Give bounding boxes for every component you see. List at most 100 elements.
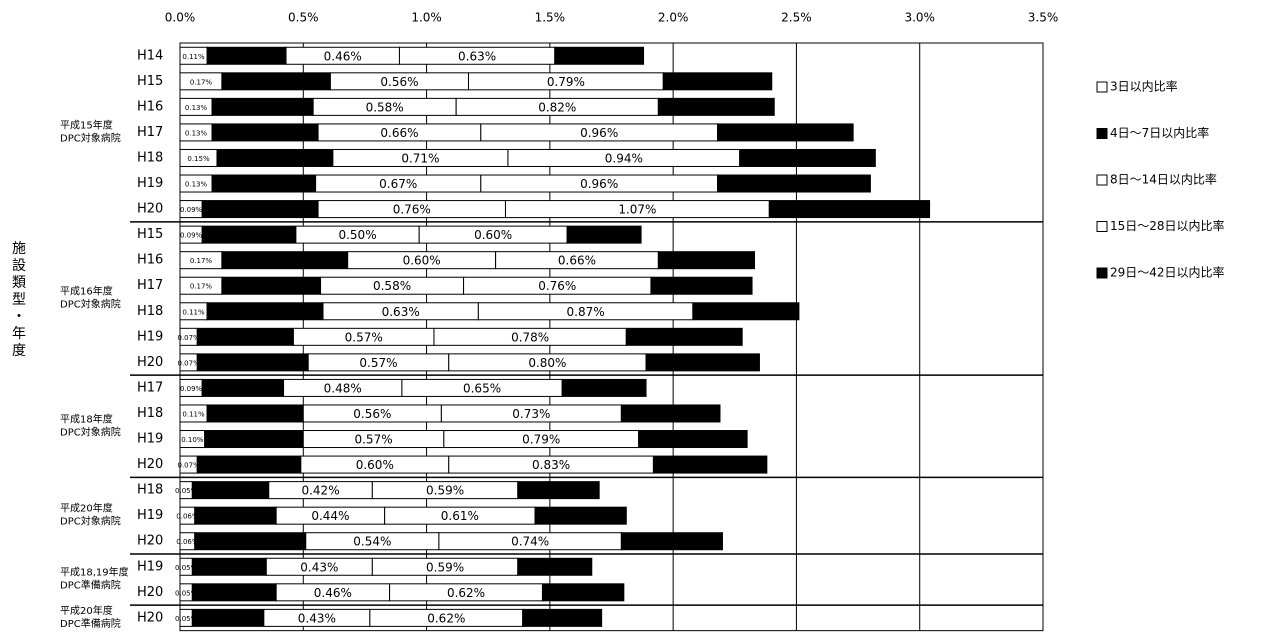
- x-tick-label: 3.5%: [1028, 11, 1059, 25]
- value-label: 0.42%: [301, 484, 339, 498]
- group-label: 平成20年度: [60, 502, 113, 515]
- value-label: 0.57%: [359, 356, 397, 370]
- group-label: DPC対象病院: [60, 131, 121, 144]
- row-label: H20: [137, 585, 163, 600]
- legend-swatch: [1096, 128, 1108, 139]
- value-label: 0.60%: [474, 228, 512, 242]
- axis-label: 施設類型・年度: [10, 241, 26, 360]
- value-label: 0.60%: [356, 458, 394, 472]
- value-label: 0.36%: [578, 49, 620, 63]
- value-label: 0.46%: [689, 458, 731, 472]
- value-label: 0.39%: [234, 407, 276, 421]
- legend-swatch: [1096, 221, 1108, 232]
- value-label: 0.17%: [190, 257, 213, 265]
- value-label: 0.13%: [185, 181, 208, 189]
- group-label: DPC対象病院: [60, 515, 121, 528]
- group-label: 平成16年度: [60, 285, 113, 298]
- value-label: 0.79%: [522, 433, 560, 447]
- value-label: 0.45%: [232, 356, 274, 370]
- value-label: 0.83%: [532, 458, 570, 472]
- value-label: 0.07%: [178, 334, 201, 342]
- value-label: 0.47%: [254, 151, 296, 165]
- value-label: 0.05%: [175, 487, 198, 495]
- row-label: H15: [137, 227, 163, 242]
- value-label: 0.44%: [672, 433, 714, 447]
- row-label: H18: [137, 483, 163, 498]
- row-label: H20: [137, 202, 163, 217]
- value-label: 0.09%: [180, 385, 203, 393]
- bar-segment: [717, 174, 871, 193]
- value-label: 0.54%: [353, 535, 391, 549]
- value-label: 0.82%: [538, 100, 576, 114]
- value-label: 0.10%: [181, 436, 204, 444]
- value-label: 0.44%: [697, 75, 739, 89]
- value-label: 0.43%: [300, 560, 338, 574]
- value-label: 0.41%: [651, 535, 693, 549]
- bar-segment: [739, 148, 876, 167]
- value-label: 0.09%: [180, 232, 203, 240]
- x-tick-label: 2.0%: [658, 11, 689, 25]
- value-label: 0.63%: [458, 49, 496, 63]
- value-label: 0.34%: [583, 381, 625, 395]
- row-label: H19: [137, 559, 163, 574]
- row-label: H20: [137, 534, 163, 549]
- value-label: 0.46%: [314, 586, 352, 600]
- bar-segment: [645, 353, 760, 372]
- value-label: 0.11%: [182, 308, 205, 316]
- group-label: DPC準備病院: [60, 617, 121, 630]
- value-label: 0.65%: [463, 381, 501, 395]
- value-label: 0.30%: [208, 560, 250, 574]
- value-label: 0.63%: [382, 305, 420, 319]
- value-label: 0.11%: [182, 53, 205, 61]
- row-label: H17: [137, 125, 163, 140]
- value-label: 0.56%: [380, 75, 418, 89]
- value-label: 0.47%: [663, 330, 705, 344]
- legend-label: 3日以内比率: [1110, 79, 1178, 94]
- value-label: 0.78%: [511, 330, 549, 344]
- value-label: 1.07%: [618, 203, 656, 217]
- value-label: 0.30%: [583, 228, 625, 242]
- value-label: 0.05%: [175, 589, 198, 597]
- value-label: 0.47%: [239, 203, 281, 217]
- row-label: H20: [137, 610, 163, 625]
- value-label: 0.40%: [650, 407, 692, 421]
- row-label: H17: [137, 380, 163, 395]
- bar-segment: [692, 302, 800, 321]
- value-label: 0.33%: [222, 381, 264, 395]
- value-label: 0.33%: [562, 586, 604, 600]
- legend-label: 8日～14日以内比率: [1110, 172, 1217, 187]
- value-label: 0.46%: [682, 356, 724, 370]
- x-tick-label: 1.5%: [535, 11, 566, 25]
- x-tick-label: 2.5%: [781, 11, 812, 25]
- bar-segment: [541, 583, 625, 602]
- value-label: 0.44%: [311, 509, 349, 523]
- value-label: 0.96%: [580, 126, 618, 140]
- value-label: 0.15%: [187, 155, 210, 163]
- value-label: 0.46%: [324, 49, 362, 63]
- row-label: H18: [137, 304, 163, 319]
- row-label: H18: [137, 150, 163, 165]
- value-label: 0.74%: [511, 535, 549, 549]
- row-label: H19: [137, 508, 163, 523]
- value-label: 0.33%: [215, 509, 257, 523]
- value-label: 0.09%: [180, 206, 203, 214]
- value-label: 0.73%: [512, 407, 550, 421]
- value-label: 0.38%: [228, 228, 270, 242]
- value-label: 0.44%: [255, 75, 297, 89]
- value-label: 0.39%: [225, 330, 267, 344]
- value-label: 0.41%: [242, 100, 284, 114]
- value-label: 0.45%: [229, 535, 271, 549]
- value-label: 0.94%: [605, 151, 643, 165]
- row-label: H20: [137, 457, 163, 472]
- value-label: 0.42%: [228, 458, 270, 472]
- value-label: 0.40%: [233, 433, 275, 447]
- legend-label: 4日～7日以内比率: [1110, 125, 1209, 140]
- value-label: 0.40%: [250, 279, 292, 293]
- value-label: 0.07%: [178, 462, 201, 470]
- value-label: 0.29%: [207, 611, 249, 625]
- value-label: 0.34%: [213, 586, 255, 600]
- value-label: 0.17%: [190, 283, 213, 291]
- row-label: H19: [137, 176, 163, 191]
- bar-segment: [517, 557, 593, 576]
